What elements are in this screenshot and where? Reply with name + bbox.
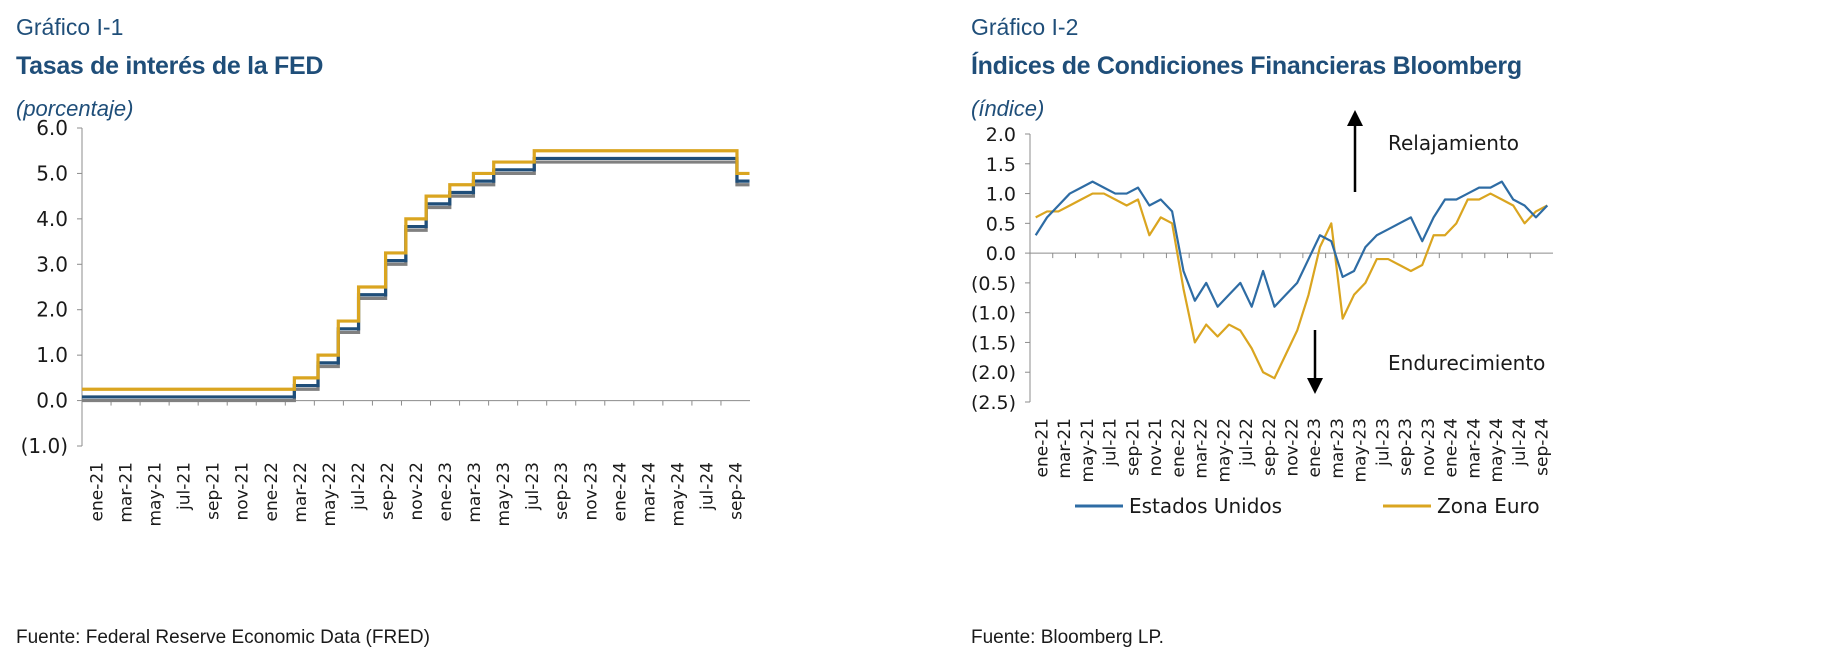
x-tick-label: jul-24 — [1510, 418, 1530, 467]
arrow-up-icon — [1347, 110, 1363, 126]
x-tick-label: mar-21 — [1055, 418, 1075, 479]
x-tick-label: jul-21 — [175, 462, 195, 511]
fed-rate-step-line — [82, 160, 750, 403]
x-tick-label: may-23 — [1351, 418, 1371, 483]
x-tick-label: ene-22 — [1169, 418, 1189, 477]
y-tick-label: 1.5 — [986, 154, 1016, 176]
legend-label-us: Estados Unidos — [1129, 494, 1282, 518]
x-tick-label: sep-22 — [1260, 418, 1280, 476]
chart-source: Fuente: Bloomberg LP. — [971, 627, 1164, 648]
x-tick-label: may-24 — [668, 462, 688, 527]
x-tick-label: sep-21 — [204, 462, 224, 520]
x-tick-label: may-21 — [146, 462, 166, 527]
x-tick-label: jul-24 — [697, 462, 717, 511]
x-tick-label: mar-23 — [465, 462, 485, 523]
y-tick-label: 4.0 — [36, 207, 68, 231]
x-tick-label: ene-22 — [262, 462, 282, 521]
x-tick-label: mar-22 — [1192, 418, 1212, 479]
y-tick-label: (1.0) — [971, 303, 1016, 325]
chart-unit: (índice) — [971, 96, 1045, 121]
x-tick-label: nov-22 — [1283, 418, 1303, 477]
x-tick-label: sep-24 — [1533, 418, 1553, 476]
x-tick-label: ene-21 — [1032, 418, 1052, 477]
chart-panel-bloomberg-fci: Gráfico I-2 Índices de Condiciones Finan… — [955, 0, 1830, 663]
fed-rates-chart: (1.0) 0.0 1.0 2.0 3.0 4.0 5.0 6.0 ene-21 mar-21 ma… — [21, 116, 750, 527]
x-tick-label: jul-23 — [1373, 418, 1393, 467]
x-tick-label: may-23 — [494, 462, 514, 527]
x-tick-label: sep-21 — [1123, 418, 1143, 476]
fed-rate-step-line — [82, 149, 750, 391]
x-tick-label: nov-23 — [581, 462, 601, 521]
x-tick-label: ene-21 — [88, 462, 108, 521]
fci-series-line — [1034, 180, 1549, 308]
x-tick-label: mar-21 — [117, 462, 137, 523]
chart-title: Índices de Condiciones Financieras Bloom… — [971, 52, 1522, 80]
x-tick-label: jul-21 — [1101, 418, 1121, 467]
x-tick-label: jul-22 — [349, 462, 369, 511]
y-tick-label: 0.0 — [986, 243, 1016, 265]
x-tick-label: sep-23 — [552, 462, 572, 520]
x-tick-label: jul-22 — [1237, 418, 1257, 467]
figure-label: Gráfico I-2 — [971, 14, 1079, 40]
arrow-down-icon — [1307, 378, 1323, 394]
y-tick-label: (2.5) — [971, 392, 1016, 414]
y-tick-label: (1.0) — [21, 434, 68, 458]
x-tick-label: ene-24 — [1442, 418, 1462, 477]
x-tick-label: nov-22 — [407, 462, 427, 521]
y-tick-label: (1.5) — [971, 332, 1016, 354]
x-tick-label: ene-23 — [436, 462, 456, 521]
x-tick-label: ene-24 — [610, 462, 630, 521]
figure-label: Gráfico I-1 — [16, 14, 124, 40]
y-tick-label: 2.0 — [36, 298, 68, 322]
fed-rate-step-line — [82, 156, 750, 399]
chart-source: Fuente: Federal Reserve Economic Data (F… — [16, 627, 430, 648]
x-tick-label: sep-24 — [726, 462, 746, 520]
x-tick-label: ene-23 — [1305, 418, 1325, 477]
x-tick-label: mar-24 — [639, 462, 659, 523]
x-tick-label: mar-22 — [291, 462, 311, 523]
x-tick-label: may-24 — [1487, 418, 1507, 483]
y-tick-label: 0.5 — [986, 213, 1016, 235]
x-tick-label: mar-24 — [1464, 418, 1484, 479]
fci-series-line — [1035, 192, 1548, 380]
x-tick-label: sep-22 — [378, 462, 398, 520]
y-tick-label: 2.0 — [986, 124, 1016, 146]
y-tick-label: (0.5) — [971, 273, 1016, 295]
x-tick-label: nov-23 — [1419, 418, 1439, 477]
y-tick-label: 0.0 — [36, 389, 68, 413]
y-tick-label: (2.0) — [971, 362, 1016, 384]
x-tick-label: sep-23 — [1396, 418, 1416, 476]
y-tick-label: 1.0 — [986, 184, 1016, 206]
x-tick-label: may-22 — [320, 462, 340, 527]
chart-title: Tasas de interés de la FED — [16, 52, 324, 80]
annotation-relaxation: Relajamiento — [1388, 131, 1519, 155]
y-tick-label: 1.0 — [36, 343, 68, 367]
x-tick-label: nov-21 — [233, 462, 253, 521]
chart-panel-fed-rates: Gráfico I-1 Tasas de interés de la FED (… — [16, 14, 750, 648]
x-tick-label: may-22 — [1214, 418, 1234, 483]
bloomberg-fci-chart: (2.5) (2.0) (1.5) (1.0) (0.5) 0.0 0.5 1.0 1.5 2.0… — [971, 110, 1553, 518]
y-tick-label: 5.0 — [36, 161, 68, 185]
chart-unit: (porcentaje) — [16, 96, 134, 121]
x-tick-label: mar-23 — [1328, 418, 1348, 479]
y-tick-label: 3.0 — [36, 252, 68, 276]
x-tick-label: nov-21 — [1146, 418, 1166, 477]
x-tick-label: jul-23 — [523, 462, 543, 511]
x-tick-label: may-21 — [1078, 418, 1098, 483]
legend-label-euro: Zona Euro — [1437, 494, 1540, 518]
y-tick-label: 6.0 — [36, 116, 68, 140]
annotation-tightening: Endurecimiento — [1388, 351, 1545, 375]
